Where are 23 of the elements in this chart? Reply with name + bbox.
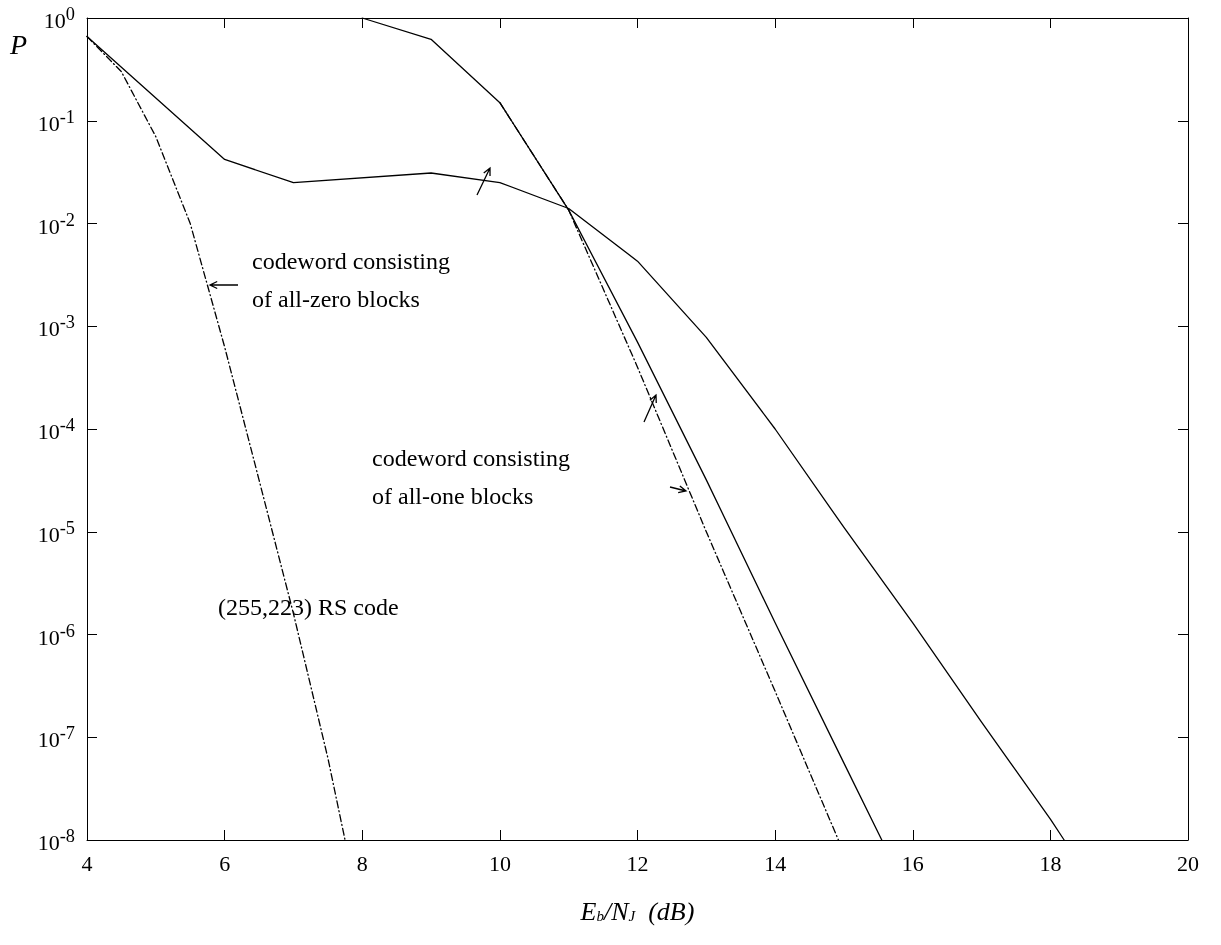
y-tick-label: 10$^{-6}$ xyxy=(37,620,75,650)
x-tick-label: 8 xyxy=(356,850,368,876)
y-tick-label: 10$^{-7}$ xyxy=(37,723,75,753)
y-tick-label: 10$^{0}$ xyxy=(43,4,75,34)
y-tick-label: 10$^{-5}$ xyxy=(37,517,75,548)
x-tick-label: 20 xyxy=(1177,850,1199,876)
y-tick-label: 10$^{-4}$ xyxy=(37,415,75,445)
y-tick-label: 10$^{-3}$ xyxy=(37,312,75,342)
y-tick-label: 10$^{-8}$ xyxy=(37,826,75,856)
x-axis-title: Eb/NJ (dB) xyxy=(579,896,695,926)
y-axis-title: P xyxy=(9,28,28,60)
annotation: codeword consisting of all-one blocks xyxy=(372,445,570,509)
x-tick-label: 4 xyxy=(81,850,93,876)
annotation: (255,223) RS code xyxy=(218,594,399,620)
annotation: codeword consisting of all-zero blocks xyxy=(252,248,450,312)
x-tick-label: 14 xyxy=(764,850,787,876)
x-tick-label: 18 xyxy=(1039,850,1062,876)
x-tick-label: 10 xyxy=(488,850,511,876)
y-tick-label: 10$^{-1}$ xyxy=(37,106,75,137)
y-tick-label: 10$^{-2}$ xyxy=(37,209,75,239)
x-tick-label: 6 xyxy=(219,850,231,876)
x-tick-label: 12 xyxy=(626,850,649,876)
x-tick-label: 16 xyxy=(901,850,924,876)
